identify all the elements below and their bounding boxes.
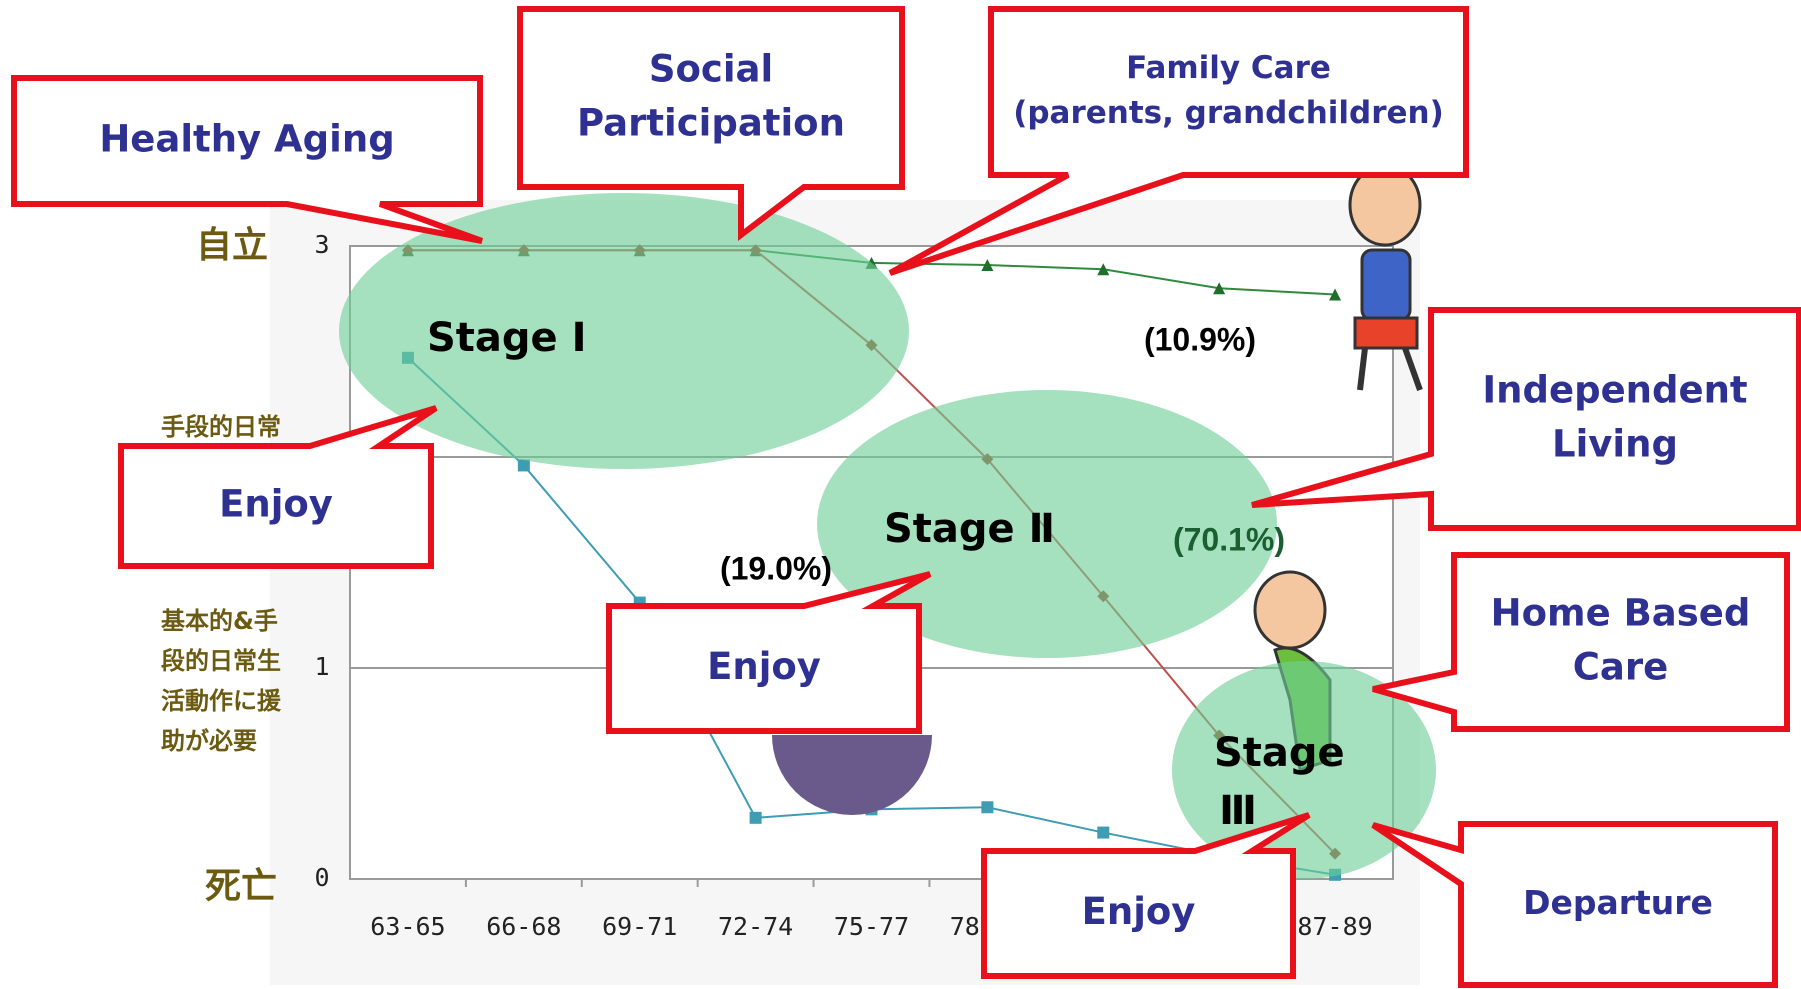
callout-box [888, 6, 1469, 276]
callout-box [517, 6, 905, 242]
point [981, 801, 994, 814]
stage-ellipse [817, 390, 1277, 658]
callout-text: Independent [1482, 369, 1747, 412]
x-tick-label: 69-71 [602, 912, 677, 941]
callout-text: Enjoy [707, 645, 821, 688]
x-tick-label: 75-77 [834, 912, 909, 941]
stage-ellipse [339, 193, 909, 469]
point [1329, 288, 1342, 301]
x-tick-label: 87-89 [1297, 912, 1372, 941]
x-tick-label: 66-68 [486, 912, 561, 941]
side-label: 死亡 [205, 866, 277, 907]
point [1097, 263, 1110, 276]
callout-box [118, 405, 438, 569]
figure-top [1348, 163, 1423, 392]
y-tick-label: 3 [314, 230, 329, 259]
side-label: 自立 [196, 225, 268, 266]
callout-text: (parents, grandchildren) [1013, 95, 1444, 131]
x-tick-label: 63-65 [370, 912, 445, 941]
callout-text: Social [649, 48, 773, 91]
y-tick-label: 1 [314, 652, 329, 681]
percentage: (19.0%) [720, 550, 832, 586]
percentage: (70.1%) [1173, 521, 1285, 557]
side-label: 段的日常生 [161, 647, 281, 675]
callout-text: Participation [577, 101, 845, 144]
point [1213, 282, 1226, 295]
callout-text: Departure [1523, 883, 1713, 922]
callout-text: Enjoy [1082, 890, 1196, 933]
callout-box [1251, 307, 1801, 531]
callout-box [1371, 821, 1778, 988]
stage-label: Ⅲ [1219, 788, 1257, 834]
callout-text: Home Based [1491, 592, 1751, 635]
stage-label: Stage [1214, 730, 1345, 776]
callout-text: Care [1573, 645, 1668, 688]
percentage: (10.9%) [1144, 321, 1256, 357]
side-label: 活動作に援 [161, 687, 282, 715]
callout-text: Healthy Aging [99, 118, 394, 161]
callout-box [606, 571, 932, 734]
x-tick-label: 72-74 [718, 912, 793, 941]
side-label: 基本的&手 [161, 607, 278, 635]
callout-text: Living [1552, 422, 1678, 465]
stage-label: Stage Ⅱ [884, 506, 1055, 552]
point [1097, 826, 1110, 839]
point [517, 459, 530, 472]
stage-label: Stage Ⅰ [427, 315, 587, 361]
y-tick-label: 0 [314, 863, 329, 892]
decoration [772, 735, 932, 815]
callout-text: Family Care [1126, 50, 1331, 86]
callout-box [11, 75, 484, 244]
stage-ellipse [1172, 661, 1436, 879]
side-label: 助が必要 [161, 727, 257, 755]
callout-box [1372, 552, 1790, 732]
callout-box [981, 812, 1311, 979]
side-label: 手段的日常 [161, 413, 281, 441]
point [749, 811, 762, 824]
point [981, 258, 994, 271]
callout-text: Enjoy [219, 483, 333, 526]
